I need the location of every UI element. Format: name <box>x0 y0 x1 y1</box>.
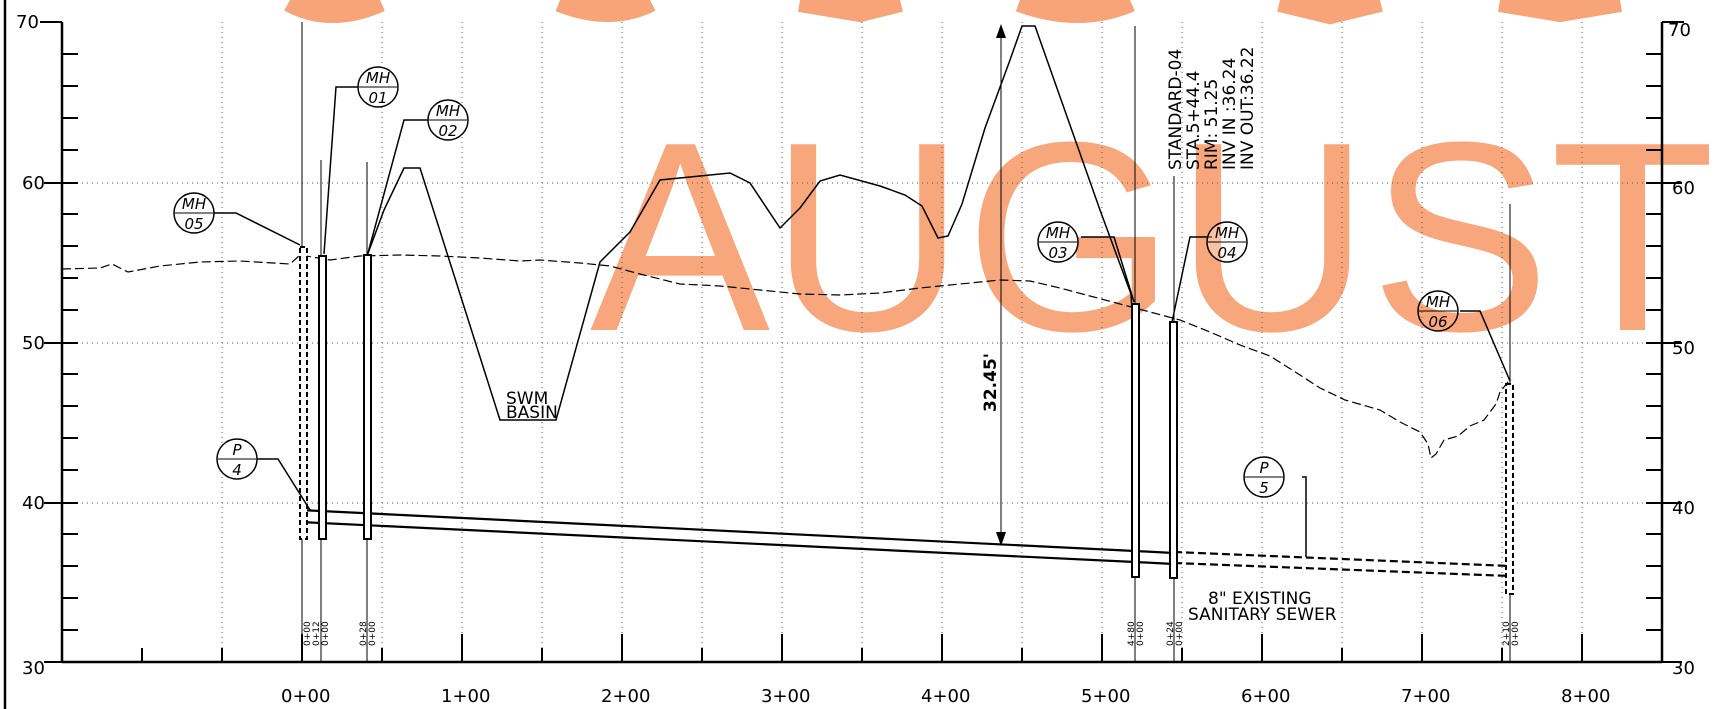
svg-text:SWM: SWM <box>506 389 548 409</box>
depth-dimension: 32.45' <box>981 24 1006 546</box>
y-label: 50 <box>22 333 45 354</box>
y-label: 70 <box>1668 20 1691 41</box>
svg-text:0+00: 0+00 <box>1175 621 1185 646</box>
y-label: 30 <box>22 658 45 679</box>
svg-text:0+00: 0+00 <box>368 621 378 646</box>
svg-text:STANDARD-04: STANDARD-04 <box>1166 49 1186 170</box>
svg-text:05: 05 <box>184 215 203 233</box>
svg-text:01: 01 <box>368 89 387 107</box>
x-label: 5+00 <box>1081 686 1130 707</box>
svg-text:MH: MH <box>1215 224 1239 242</box>
y-label: 60 <box>22 173 45 194</box>
mh-04-callout: MH 04 <box>1206 221 1248 263</box>
y-label: 30 <box>1672 658 1695 679</box>
watermark-text: AUGUST <box>590 87 1715 388</box>
x-label: 7+00 <box>1401 686 1450 707</box>
structure-note: STANDARD-04 STA.5+44.4 RIM: 51.25 INV IN… <box>1166 47 1258 171</box>
svg-text:BASIN: BASIN <box>506 403 558 423</box>
svg-text:4+80: 4+80 <box>1127 621 1137 646</box>
svg-text:0+00: 0+00 <box>321 621 331 646</box>
x-ticks <box>141 634 1583 662</box>
x-label: 4+00 <box>921 686 970 707</box>
svg-text:P: P <box>1259 459 1269 477</box>
y-axis-labels-right: 70 60 50 40 30 <box>1668 20 1695 679</box>
svg-text:MH: MH <box>1426 293 1450 311</box>
svg-text:0+00: 0+00 <box>1511 621 1521 646</box>
y-axis-labels-left: 70 60 50 40 30 <box>16 12 45 679</box>
manhole-structures <box>299 246 1514 595</box>
watermark-top-fragment <box>284 0 1622 25</box>
p-4-callout: P 4 <box>216 438 258 480</box>
x-label: 3+00 <box>761 686 810 707</box>
y-ticks <box>44 53 1682 663</box>
svg-text:02: 02 <box>438 122 457 140</box>
svg-text:MH: MH <box>366 69 390 87</box>
svg-text:SANITARY SEWER: SANITARY SEWER <box>1188 605 1337 625</box>
svg-text:INV IN :36.24: INV IN :36.24 <box>1220 58 1240 170</box>
y-label: 50 <box>1672 338 1695 359</box>
svg-text:06: 06 <box>1428 313 1447 331</box>
svg-text:MH: MH <box>436 102 460 120</box>
callout-leaders <box>213 86 1511 557</box>
mh-05-callout: MH 05 <box>173 192 215 234</box>
svg-text:0+00: 0+00 <box>303 621 313 646</box>
svg-text:0+24: 0+24 <box>1166 621 1176 646</box>
svg-text:2+10: 2+10 <box>1502 621 1512 646</box>
station-labels: 0+00 0+12 0+00 0+28 0+00 4+80 0+00 0+24 … <box>303 621 1521 646</box>
proposed-grade-line <box>366 25 1133 421</box>
existing-ground-line <box>61 254 1513 460</box>
svg-text:0+00: 0+00 <box>1136 621 1146 646</box>
y-label: 40 <box>1672 498 1695 519</box>
svg-text:5: 5 <box>1259 479 1269 497</box>
svg-text:03: 03 <box>1048 244 1067 262</box>
pipe-runs <box>299 508 1511 578</box>
swm-basin-label: SWM BASIN <box>506 389 558 423</box>
mh-03-callout: MH 03 <box>1037 221 1079 263</box>
svg-text:INV OUT:36.22: INV OUT:36.22 <box>1238 47 1258 171</box>
x-label: 6+00 <box>1241 686 1290 707</box>
y-label: 60 <box>1672 178 1695 199</box>
svg-text:8" EXISTING: 8" EXISTING <box>1208 589 1312 609</box>
y-label: 70 <box>16 12 39 33</box>
dimension-label: 32.45' <box>981 353 1001 412</box>
svg-text:P: P <box>232 441 242 459</box>
x-label: 2+00 <box>601 686 650 707</box>
p-5-callout: P 5 <box>1243 456 1285 498</box>
svg-text:04: 04 <box>1217 244 1236 262</box>
mh-06-callout: MH 06 <box>1417 290 1459 332</box>
x-axis-labels: 0+00 1+00 2+00 3+00 4+00 5+00 6+00 7+00 … <box>281 686 1610 707</box>
svg-text:0+28: 0+28 <box>359 621 369 646</box>
x-label: 0+00 <box>281 686 330 707</box>
svg-text:STA.5+44.4: STA.5+44.4 <box>1184 70 1204 170</box>
svg-text:RIM: 51.25: RIM: 51.25 <box>1202 79 1222 170</box>
svg-text:0+12: 0+12 <box>312 621 322 646</box>
svg-text:MH: MH <box>182 195 206 213</box>
existing-sewer-label: 8" EXISTING SANITARY SEWER <box>1188 589 1337 625</box>
mh-01-callout: MH 01 <box>357 66 399 108</box>
y-label: 40 <box>22 493 45 514</box>
svg-text:MH: MH <box>1046 224 1070 242</box>
mh-02-callout: MH 02 <box>427 99 469 141</box>
x-label: 8+00 <box>1561 686 1610 707</box>
x-label: 1+00 <box>441 686 490 707</box>
svg-text:4: 4 <box>232 461 242 479</box>
